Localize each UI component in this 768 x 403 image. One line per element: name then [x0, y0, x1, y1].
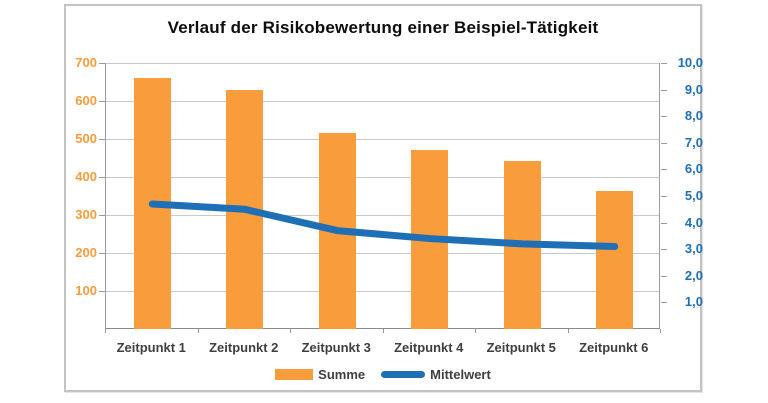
left-axis-label-100: 100 — [75, 283, 97, 298]
gridline-100 — [106, 290, 659, 292]
right-axis-label-8: 8,0 — [684, 108, 703, 124]
right-axis-label-1: 1,0 — [684, 294, 703, 310]
left-axis-label-600: 600 — [75, 93, 97, 108]
chart-title: Verlauf der Risikobewertung einer Beispi… — [167, 18, 599, 37]
left-axis-label-700: 700 — [75, 55, 97, 70]
right-axis-label-5: 5,0 — [684, 188, 703, 203]
legend: Summe Mittelwert — [66, 367, 700, 382]
left-axis-tick — [99, 215, 105, 216]
left-axis-tick — [99, 139, 105, 140]
right-axis-tick — [661, 63, 667, 64]
x-axis-tick — [290, 329, 291, 333]
legend-item-mittelwert: Mittelwert — [381, 367, 491, 382]
right-axis-tick — [661, 302, 667, 304]
gridline-600 — [106, 100, 659, 102]
x-axis-tick — [475, 329, 476, 333]
left-axis-tick — [99, 101, 105, 102]
x-axis-label-4: Zeitpunkt 4 — [394, 340, 464, 355]
right-axis-tick — [661, 169, 667, 171]
right-axis-label-6: 6,0 — [684, 161, 703, 177]
x-axis-tick — [105, 329, 106, 333]
legend-label-summe: Summe — [318, 367, 366, 382]
right-axis-tick — [661, 89, 667, 91]
x-axis-label-2: Zeitpunkt 2 — [209, 340, 279, 355]
left-axis-tick — [99, 291, 105, 292]
plot-area — [105, 62, 660, 329]
legend-item-summe: Summe — [275, 367, 365, 382]
gridline-700 — [106, 62, 659, 64]
left-axis-label-200: 200 — [75, 245, 97, 260]
right-axis-tick — [661, 196, 667, 197]
right-axis-tick — [661, 142, 667, 144]
x-axis-tick — [382, 329, 384, 333]
line-swatch-icon — [381, 371, 426, 378]
x-axis-tick — [660, 329, 661, 333]
right-axis-label-4: 4,0 — [684, 214, 703, 230]
left-axis-label-300: 300 — [75, 207, 97, 222]
left-axis-tick — [99, 63, 105, 64]
x-axis-tick — [197, 329, 199, 333]
gridline-300 — [106, 214, 659, 216]
right-axis-tick — [661, 222, 667, 224]
x-axis-tick — [567, 329, 569, 333]
bar-zeitpunkt-6 — [596, 191, 634, 329]
gridline-200 — [106, 252, 659, 254]
x-axis-label-6: Zeitpunkt 6 — [579, 340, 649, 355]
gridline-400 — [106, 176, 659, 178]
mittelwert-line — [148, 200, 619, 251]
right-axis-label-7: 7,0 — [684, 134, 703, 150]
right-axis-label-3: 3,0 — [684, 241, 703, 257]
right-axis-tick — [661, 249, 667, 251]
x-axis-label-3: Zeitpunkt 3 — [301, 340, 371, 355]
left-axis-label-400: 400 — [75, 169, 97, 184]
right-axis-label-9: 9,0 — [684, 81, 703, 97]
bar-swatch-icon — [275, 369, 314, 380]
chart-container: Verlauf der Risikobewertung einer Beispi… — [64, 4, 703, 392]
left-axis-tick — [99, 253, 105, 254]
right-axis-label-10: 10,0 — [677, 55, 703, 70]
left-axis-label-500: 500 — [75, 131, 97, 146]
right-axis-tick — [661, 116, 667, 118]
left-axis-tick — [99, 177, 105, 178]
right-axis-label-2: 2,0 — [684, 267, 703, 283]
right-axis-tick — [661, 275, 667, 277]
x-axis-label-5: Zeitpunkt 5 — [486, 340, 556, 355]
legend-label-mittelwert: Mittelwert — [430, 367, 491, 382]
x-axis-label-1: Zeitpunkt 1 — [116, 340, 186, 355]
gridline-500 — [106, 138, 659, 140]
